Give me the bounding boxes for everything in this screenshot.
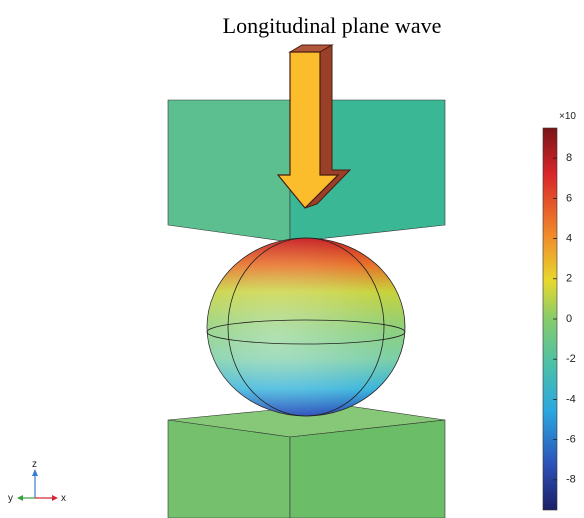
colorbar-tick-label: 2 bbox=[566, 273, 572, 285]
simulation-figure: Longitudinal plane wave ×10 8 6 4 2 0 -2 -4 -6 -… bbox=[0, 0, 584, 518]
axis-z-label: z bbox=[32, 459, 37, 470]
colorbar-tick-label: 6 bbox=[566, 192, 572, 204]
bottom-block-right bbox=[290, 420, 445, 518]
bottom-block-left bbox=[168, 420, 290, 518]
colorbar-label: ×10 bbox=[559, 111, 576, 122]
title: Longitudinal plane wave bbox=[223, 13, 442, 38]
axis-triad: z y x bbox=[8, 459, 66, 504]
colorbar-tick-label: 0 bbox=[566, 313, 572, 325]
colorbar-tick-label: -2 bbox=[566, 353, 576, 365]
top-block-left bbox=[168, 100, 290, 242]
colorbar-tick-label: -6 bbox=[566, 434, 576, 446]
axis-x-label: x bbox=[61, 493, 66, 504]
colorbar-tick-label: 8 bbox=[566, 152, 572, 164]
axis-y-label: y bbox=[8, 493, 13, 504]
colorbar-tick-label: -4 bbox=[566, 393, 576, 405]
colorbar-tick-label: -8 bbox=[566, 474, 576, 486]
colorbar-tick-label: 4 bbox=[566, 232, 572, 244]
sphere bbox=[207, 238, 405, 416]
